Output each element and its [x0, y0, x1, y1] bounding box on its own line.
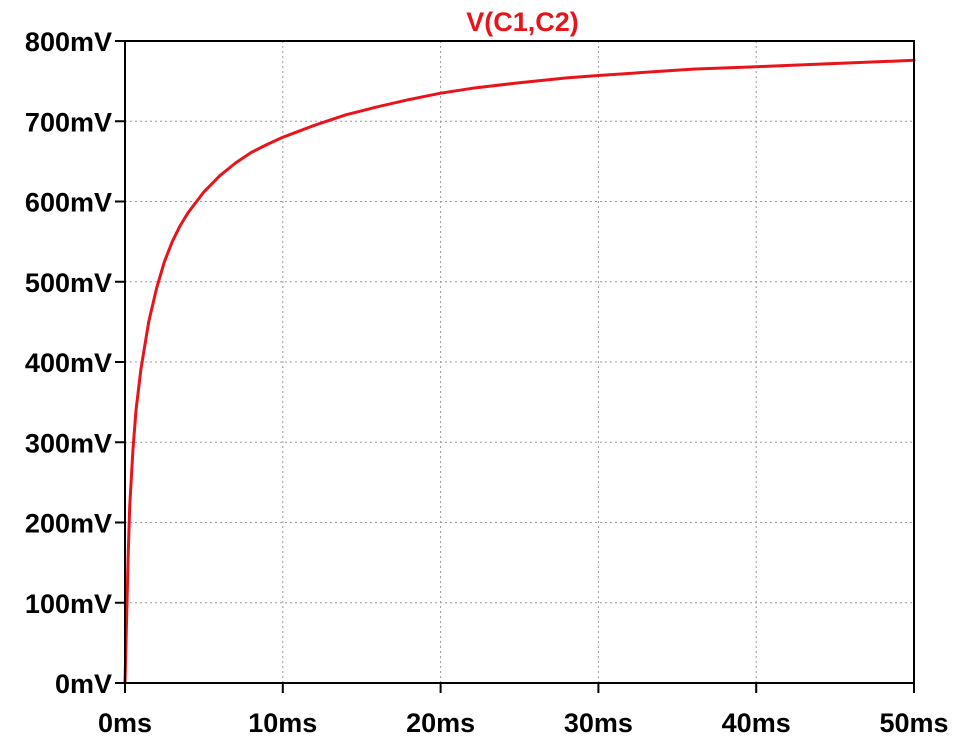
y-tick-label: 0mV	[55, 669, 112, 699]
y-tick-label: 700mV	[25, 107, 112, 137]
series-layer	[123, 58, 916, 685]
y-tick-label: 400mV	[25, 348, 112, 378]
y-tick-label: 500mV	[25, 268, 112, 298]
x-tick-label: 20ms	[406, 708, 475, 738]
x-tick-label: 0ms	[98, 708, 152, 738]
grid	[125, 41, 914, 683]
x-tick-label: 40ms	[722, 708, 791, 738]
y-tick-label: 600mV	[25, 188, 112, 218]
y-tick-label: 200mV	[25, 509, 112, 539]
x-tick-label: 10ms	[248, 708, 317, 738]
y-tick-label: 300mV	[25, 428, 112, 458]
x-tick-label: 50ms	[879, 708, 948, 738]
series-line	[123, 58, 916, 685]
x-tick-label: 30ms	[564, 708, 633, 738]
x-tick-labels: 0ms 10ms 20ms 30ms 40ms 50ms	[98, 708, 949, 738]
y-tick-label: 100mV	[25, 589, 112, 619]
y-tick-labels: 0mV 100mV 200mV 300mV 400mV 500mV 600mV 700mV 80…	[25, 27, 112, 699]
ticks	[115, 40, 915, 693]
chart-title: V(C1,C2)	[466, 7, 579, 37]
y-tick-label: 800mV	[25, 27, 112, 57]
